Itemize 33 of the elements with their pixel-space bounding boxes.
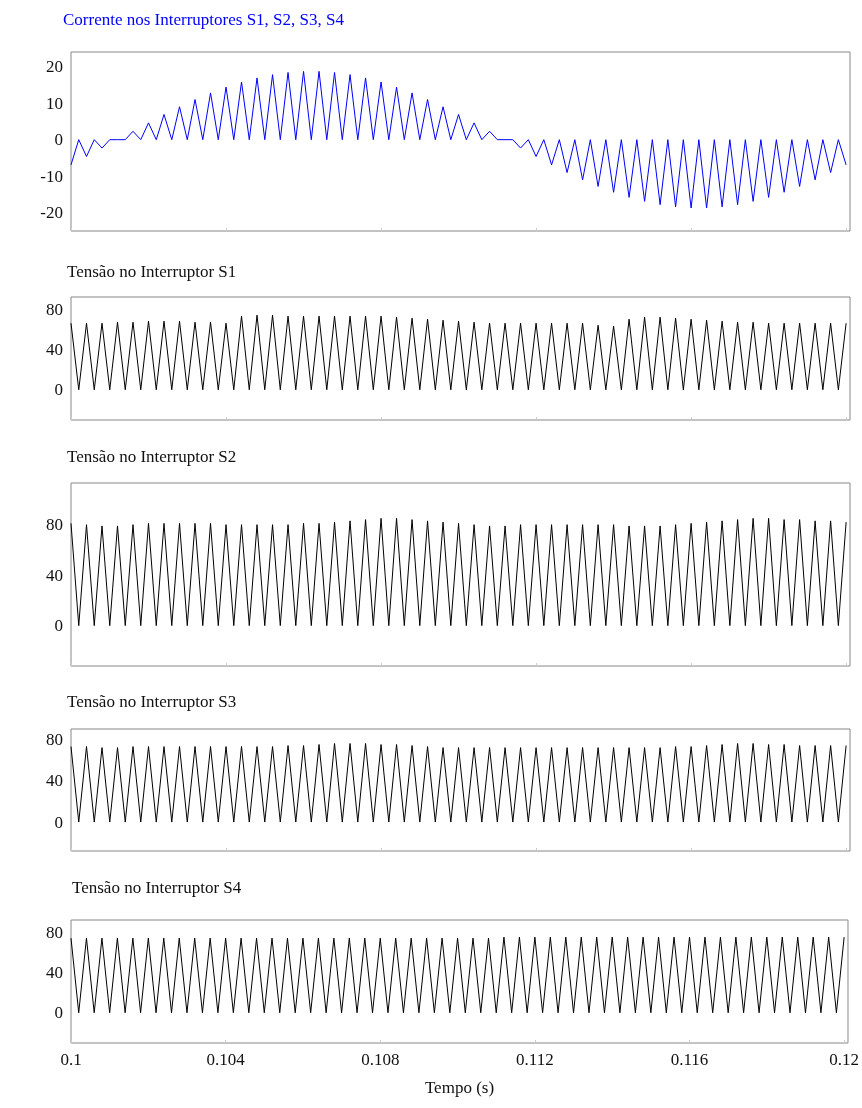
y-tick-label: -10	[40, 166, 63, 186]
x-tick-label: 0.116	[670, 1050, 709, 1069]
x-axis-title: Tempo (s)	[424, 1078, 495, 1097]
line-series	[70, 314, 847, 391]
x-tick-label: 0.104	[206, 1050, 246, 1069]
y-tick-label: 20	[46, 57, 63, 77]
y-tick-label: 0	[54, 812, 63, 832]
x-tick-label: 0.12	[829, 1050, 859, 1069]
line-series	[70, 742, 847, 823]
chart-title: Corrente nos Interruptores S1, S2, S3, S4	[63, 10, 345, 29]
y-tick-label: 80	[46, 515, 63, 535]
y-tick-label: -20	[40, 203, 63, 223]
line-series	[70, 517, 847, 627]
y-tick-label: 0	[54, 616, 63, 636]
chart-title: Tensão no Interruptor S3	[67, 692, 237, 711]
y-tick-label: 40	[46, 339, 63, 359]
y-tick-label: 80	[46, 922, 63, 942]
y-tick-label: 80	[46, 729, 63, 749]
x-tick-label: 0.108	[361, 1050, 400, 1069]
chart-title: Tensão no Interruptor S1	[67, 262, 237, 281]
x-tick-label: 0.112	[516, 1050, 554, 1069]
chart-title: Tensão no Interruptor S2	[67, 447, 237, 466]
y-tick-label: 40	[46, 565, 63, 585]
chart-title: Tensão no Interruptor S4	[72, 878, 242, 897]
y-tick-label: 80	[46, 299, 63, 319]
y-tick-label: 40	[46, 771, 63, 791]
y-tick-label: 0	[54, 1003, 63, 1023]
x-tick-label: 0.1	[60, 1050, 82, 1069]
y-tick-label: 0	[54, 130, 63, 150]
y-tick-label: 40	[46, 962, 63, 982]
y-tick-label: 0	[54, 380, 63, 400]
line-series	[70, 70, 847, 209]
y-tick-label: 10	[46, 93, 63, 113]
